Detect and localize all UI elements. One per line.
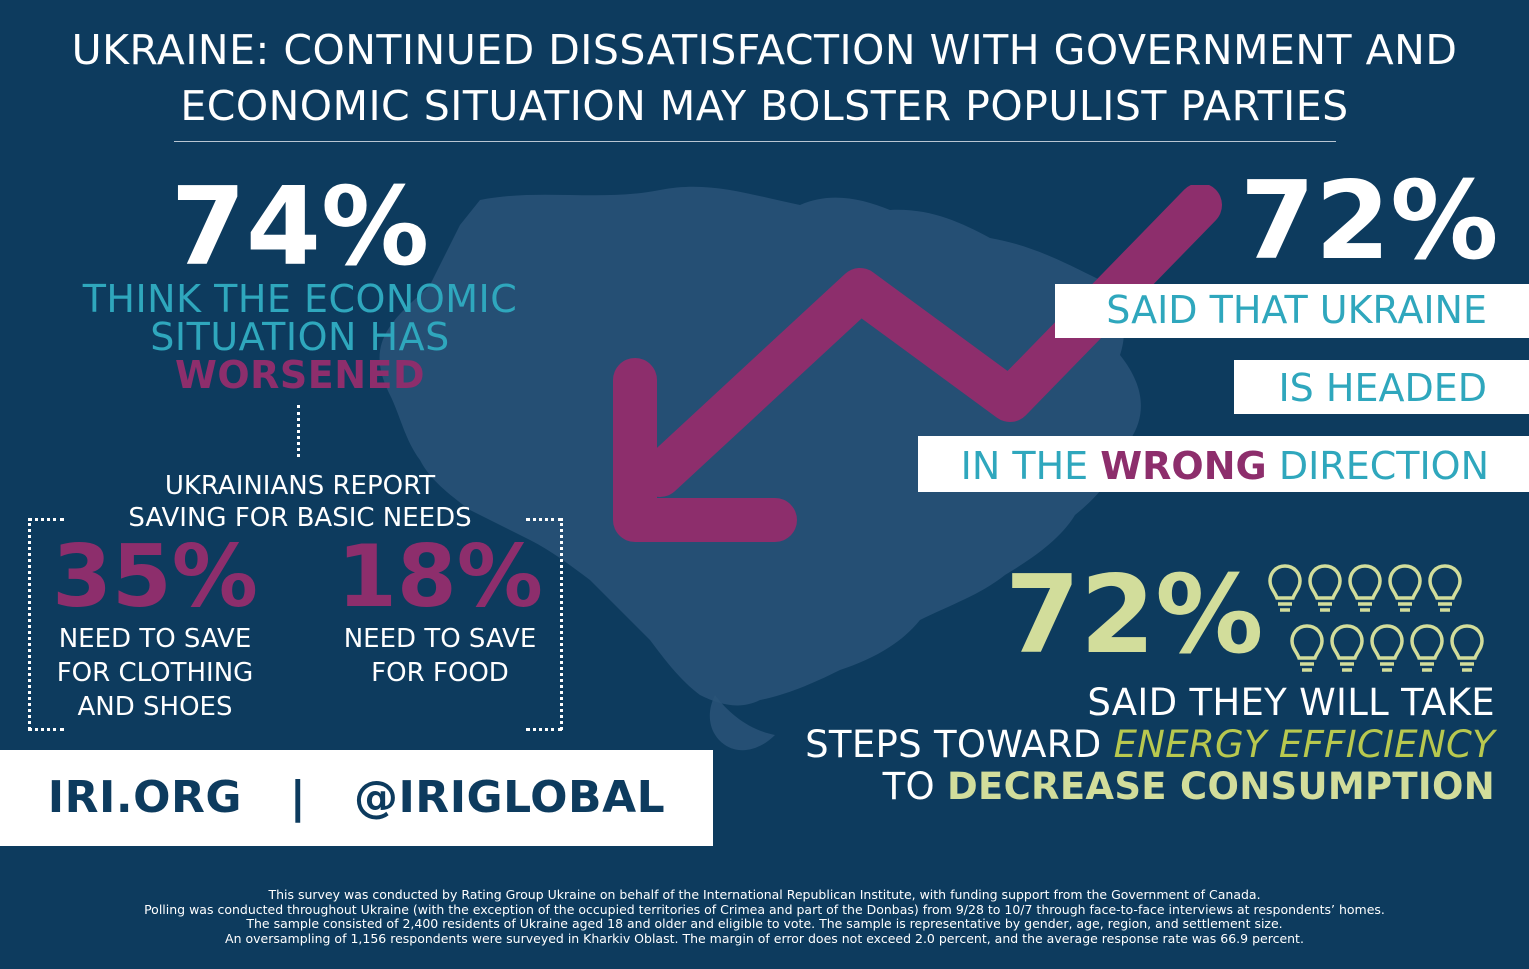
- food-percent: 18%: [337, 527, 543, 627]
- direction-bar-2: [1234, 360, 1529, 414]
- energy-line-3-highlight: DECREASE CONSUMPTION: [947, 765, 1495, 808]
- lightbulbs-icon: [1268, 564, 1484, 672]
- economy-description: THINK THE ECONOMIC SITUATION HAS WORSENE…: [50, 280, 550, 394]
- saving-heading-2: SAVING FOR BASIC NEEDS: [128, 503, 472, 533]
- bracket-bottom-left: [28, 728, 64, 731]
- energy-line-2: STEPS TOWARD ENERGY EFFICIENCY: [760, 724, 1495, 766]
- food-line-2: FOR FOOD: [371, 658, 509, 688]
- lightbulb-icon: [1450, 624, 1484, 672]
- lightbulb-icon: [1308, 564, 1342, 612]
- lightbulb-icon: [1388, 564, 1422, 612]
- direction-bar-3: [918, 436, 1529, 492]
- methodology-line-4: An oversampling of 1,156 respondents wer…: [225, 930, 1304, 946]
- lightbulb-icon: [1428, 564, 1462, 612]
- economy-line-1: THINK THE ECONOMIC: [82, 277, 518, 321]
- title-line-1: UKRAINE: CONTINUED DISSATISFACTION WITH …: [71, 26, 1458, 74]
- energy-line-2-highlight: ENERGY EFFICIENCY: [1113, 723, 1495, 766]
- ukraine-map-icon: [379, 186, 1141, 751]
- methodology-line-3: The sample consisted of 2,400 residents …: [246, 916, 1283, 931]
- footer-box: [0, 750, 713, 846]
- direction-line-3-post: DIRECTION: [1278, 444, 1489, 488]
- energy-line-3-pre: TO: [882, 765, 935, 808]
- title-line-2: ECONOMIC SITUATION MAY BOLSTER POPULIST …: [180, 82, 1349, 130]
- energy-line-1: SAID THEY WILL TAKE: [1087, 681, 1495, 724]
- footer-links: IRI.ORG | @IRIGLOBAL: [0, 764, 713, 832]
- lightbulb-icon: [1268, 564, 1302, 612]
- down-arrow-icon: [613, 185, 1222, 542]
- clothing-line-3: AND SHOES: [77, 692, 233, 722]
- methodology-line-2: Polling was conducted throughout Ukraine…: [144, 901, 1385, 917]
- dotted-connector: [297, 405, 300, 457]
- economy-line-2: SITUATION HAS: [150, 315, 450, 359]
- site-link[interactable]: IRI.ORG: [47, 772, 243, 823]
- clothing-line-1: NEED TO SAVE: [58, 624, 252, 654]
- energy-line-3: TO DECREASE CONSUMPTION: [760, 766, 1495, 808]
- direction-line-3-highlight: WRONG: [1100, 444, 1267, 488]
- clothing-percent: 35%: [52, 527, 258, 627]
- methodology-line-1: This survey was conducted by Rating Grou…: [268, 887, 1261, 902]
- saving-heading-1: UKRAINIANS REPORT: [164, 471, 436, 501]
- food-line-1: NEED TO SAVE: [343, 624, 537, 654]
- saving-heading: UKRAINIANS REPORT SAVING FOR BASIC NEEDS: [100, 470, 500, 534]
- energy-line-2-pre: STEPS TOWARD: [805, 723, 1102, 766]
- clothing-stat: 35% NEED TO SAVE FOR CLOTHING AND SHOES: [40, 532, 270, 724]
- lightbulb-icon: [1330, 624, 1364, 672]
- clothing-line-2: FOR CLOTHING: [56, 658, 254, 688]
- economy-highlight: WORSENED: [174, 353, 426, 397]
- lightbulb-icon: [1290, 624, 1324, 672]
- direction-line-3: IN THE WRONG DIRECTION: [918, 446, 1489, 486]
- bracket-right: [560, 518, 563, 730]
- food-stat: 18% NEED TO SAVE FOR FOOD: [325, 532, 555, 690]
- economy-percent: 74%: [170, 165, 430, 290]
- lightbulb-icon: [1348, 564, 1382, 612]
- twitter-handle-link[interactable]: @IRIGLOBAL: [353, 772, 666, 823]
- lightbulb-icon: [1370, 624, 1404, 672]
- direction-line-2: IS HEADED: [1278, 366, 1487, 410]
- methodology-note: This survey was conducted by Rating Grou…: [0, 887, 1529, 946]
- energy-description: SAID THEY WILL TAKE STEPS TOWARD ENERGY …: [760, 682, 1495, 808]
- lightbulb-icon: [1410, 624, 1444, 672]
- bracket-bottom-right: [526, 728, 562, 731]
- footer-separator: |: [289, 772, 307, 823]
- direction-line-1: SAID THAT UKRAINE: [1106, 288, 1487, 332]
- direction-percent: 72%: [1240, 159, 1499, 284]
- direction-bar-1: [1055, 284, 1529, 338]
- energy-percent: 72%: [1005, 553, 1264, 678]
- bracket-top-right: [526, 518, 562, 521]
- bracket-left: [28, 518, 31, 730]
- bracket-top-left: [28, 518, 64, 521]
- page-title: UKRAINE: CONTINUED DISSATISFACTION WITH …: [0, 22, 1529, 134]
- direction-line-3-pre: IN THE: [960, 444, 1089, 488]
- title-divider: [174, 141, 1336, 142]
